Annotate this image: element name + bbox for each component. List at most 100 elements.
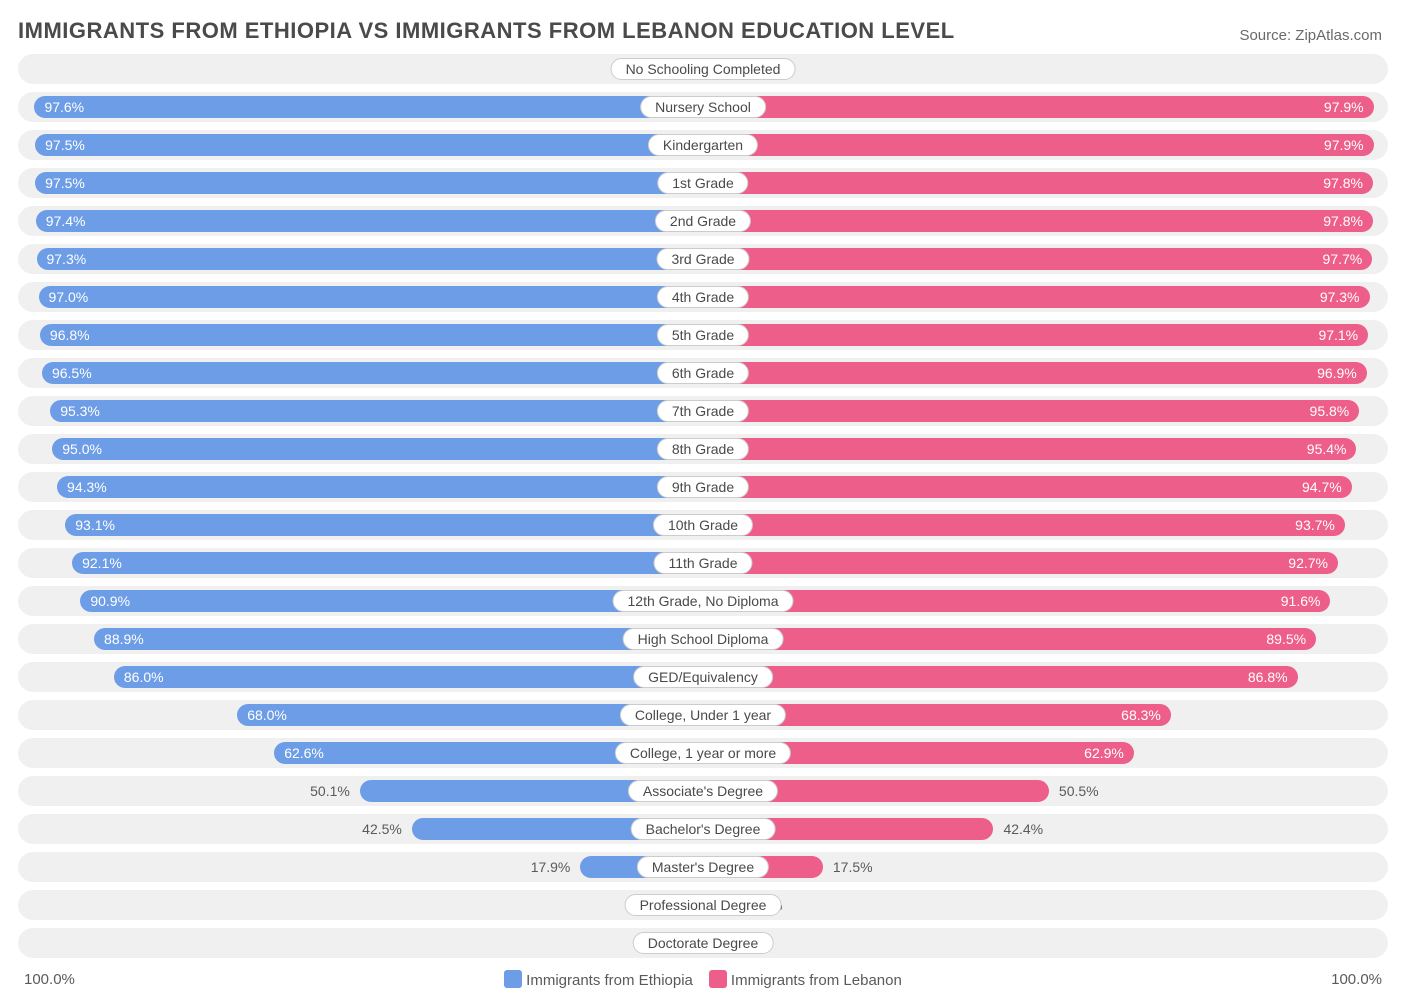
right-value: 92.7% <box>1278 548 1338 578</box>
chart-row: 97.5%97.8%1st Grade <box>18 168 1388 198</box>
left-bar <box>80 590 703 612</box>
category-label: College, Under 1 year <box>620 704 786 726</box>
left-value: 97.3% <box>36 244 96 274</box>
right-half: 97.8% <box>703 206 1388 236</box>
right-value: 93.7% <box>1285 510 1345 540</box>
category-label: No Schooling Completed <box>611 58 796 80</box>
chart-row: 88.9%89.5%High School Diploma <box>18 624 1388 654</box>
right-half: 97.9% <box>703 92 1388 122</box>
right-bar <box>703 134 1374 156</box>
right-value: 97.8% <box>1313 206 1373 236</box>
right-bar <box>703 400 1359 422</box>
right-value: 62.9% <box>1074 738 1134 768</box>
left-bar <box>57 476 703 498</box>
category-label: 7th Grade <box>657 400 749 422</box>
axis-label-left: 100.0% <box>24 971 75 988</box>
right-value: 97.3% <box>1310 282 1370 312</box>
left-value: 42.5% <box>352 814 412 844</box>
right-half: 50.5% <box>703 776 1388 806</box>
right-bar <box>703 210 1373 232</box>
chart-row: 95.0% 95.4% 8th Grade <box>18 434 1388 464</box>
chart-row: 97.3%97.7%3rd Grade <box>18 244 1388 274</box>
left-bar <box>94 628 703 650</box>
category-label: 6th Grade <box>657 362 749 384</box>
right-half: 42.4% <box>703 814 1388 844</box>
left-value: 92.1% <box>72 548 132 578</box>
category-label: 9th Grade <box>657 476 749 498</box>
chart-row: 2.4%2.2%Doctorate Degree <box>18 928 1388 958</box>
left-half: 92.1% <box>18 548 703 578</box>
left-value: 62.6% <box>274 738 334 768</box>
right-half: 97.9% <box>703 130 1388 160</box>
left-value: 95.3% <box>50 396 110 426</box>
left-value: 94.3% <box>57 472 117 502</box>
chart-row: 17.9% 17.5% Master's Degree <box>18 852 1388 882</box>
right-value: 89.5% <box>1256 624 1316 654</box>
chart-row: 97.6%97.9%Nursery School <box>18 92 1388 122</box>
left-bar <box>40 324 703 346</box>
right-value: 17.5% <box>823 852 883 882</box>
left-bar <box>36 210 703 232</box>
right-half: 95.8% <box>703 396 1388 426</box>
category-label: 8th Grade <box>657 438 749 460</box>
chart-row: 50.1%50.5%Associate's Degree <box>18 776 1388 806</box>
right-half: 2.2% <box>703 928 1388 958</box>
left-half: 96.5% <box>18 358 703 388</box>
left-value: 96.5% <box>42 358 102 388</box>
left-bar <box>39 286 703 308</box>
chart-row: 86.0%86.8%GED/Equivalency <box>18 662 1388 692</box>
right-value: 86.8% <box>1238 662 1298 692</box>
left-value: 86.0% <box>114 662 174 692</box>
category-label: 10th Grade <box>653 514 753 536</box>
right-value: 97.7% <box>1313 244 1373 274</box>
left-half: 62.6% <box>18 738 703 768</box>
legend-swatch-right <box>709 970 727 988</box>
right-value: 95.4% <box>1297 434 1357 464</box>
left-value: 93.1% <box>65 510 125 540</box>
legend-row: 100.0%Immigrants from EthiopiaImmigrants… <box>18 966 1388 992</box>
right-bar <box>703 362 1367 384</box>
left-value: 97.5% <box>35 168 95 198</box>
category-label: Professional Degree <box>625 894 782 916</box>
chart-row: 68.0%68.3%College, Under 1 year <box>18 700 1388 730</box>
left-bar <box>34 96 703 118</box>
left-value: 95.0% <box>52 434 112 464</box>
chart-row: 96.8%97.1%5th Grade <box>18 320 1388 350</box>
right-bar <box>703 438 1356 460</box>
chart-row: 90.9%91.6%12th Grade, No Diploma <box>18 586 1388 616</box>
left-half: 2.5% <box>18 54 703 84</box>
right-half: 2.3% <box>703 54 1388 84</box>
category-label: Master's Degree <box>637 856 769 878</box>
right-half: 5.5% <box>703 890 1388 920</box>
chart-row: 93.1% 93.7% 10th Grade <box>18 510 1388 540</box>
category-label: College, 1 year or more <box>615 742 791 764</box>
left-bar <box>114 666 703 688</box>
chart-row: 96.5% 96.9%6th Grade <box>18 358 1388 388</box>
diverging-bar-chart: 2.5%2.3%No Schooling Completed 97.6%97.9%… <box>0 54 1406 1004</box>
left-bar <box>37 248 704 270</box>
chart-row: 5.3%5.5%Professional Degree <box>18 890 1388 920</box>
category-label: Nursery School <box>640 96 766 118</box>
chart-row: 2.5%2.3%No Schooling Completed <box>18 54 1388 84</box>
chart-row: 62.6% 62.9% College, 1 year or more <box>18 738 1388 768</box>
right-half: 62.9% <box>703 738 1388 768</box>
left-half: 68.0% <box>18 700 703 730</box>
right-half: 97.7% <box>703 244 1388 274</box>
left-value: 88.9% <box>94 624 154 654</box>
left-half: 93.1% <box>18 510 703 540</box>
right-half: 93.7% <box>703 510 1388 540</box>
left-value: 17.9% <box>521 852 581 882</box>
right-bar <box>703 552 1338 574</box>
left-value: 96.8% <box>40 320 100 350</box>
category-label: 12th Grade, No Diploma <box>613 590 794 612</box>
legend-item-right: Immigrants from Lebanon <box>709 970 902 989</box>
left-half: 97.4% <box>18 206 703 236</box>
right-half: 97.8% <box>703 168 1388 198</box>
right-bar <box>703 666 1298 688</box>
left-half: 5.3% <box>18 890 703 920</box>
right-bar <box>703 628 1316 650</box>
right-half: 96.9% <box>703 358 1388 388</box>
left-half: 97.6% <box>18 92 703 122</box>
chart-source: Source: ZipAtlas.com <box>1239 27 1382 44</box>
left-value: 97.5% <box>35 130 95 160</box>
